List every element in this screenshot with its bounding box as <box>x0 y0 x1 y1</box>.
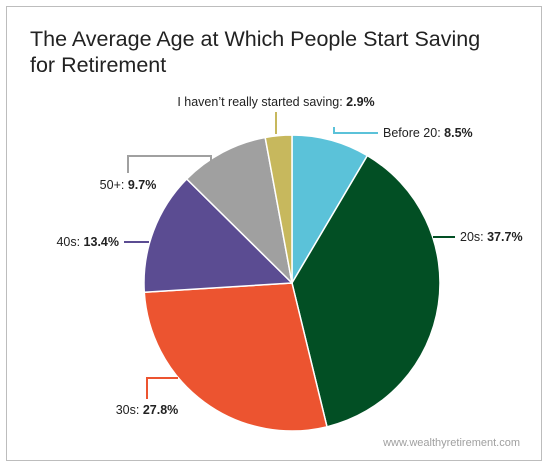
slice-label-name: 20s: <box>460 230 487 244</box>
slice-label-value: 13.4% <box>84 235 119 249</box>
leader-line-4 <box>127 155 212 173</box>
leader-line-0 <box>333 127 378 134</box>
pie-slice-5 <box>264 134 293 284</box>
slice-label-value: 8.5% <box>444 126 473 140</box>
slice-label-0: Before 20: 8.5% <box>383 126 473 140</box>
pie-slice-3 <box>143 178 293 294</box>
slice-label-name: 30s: <box>116 403 143 417</box>
slice-label-name: Before 20: <box>383 126 444 140</box>
slice-label-1: 20s: 37.7% <box>460 230 523 244</box>
chart-title: The Average Age at Which People Start Sa… <box>30 27 481 77</box>
slice-label-5: I haven’t really started saving: 2.9% <box>177 95 374 109</box>
pie-slice-4 <box>185 136 293 284</box>
slice-label-name: I haven’t really started saving: <box>177 95 346 109</box>
pie-slice-1 <box>291 154 441 428</box>
slice-label-value: 27.8% <box>143 403 178 417</box>
slice-label-value: 37.7% <box>487 230 522 244</box>
slice-label-3: 40s: 13.4% <box>56 235 119 249</box>
slice-label-value: 2.9% <box>346 95 375 109</box>
pie-slice-2 <box>143 282 328 432</box>
leader-line-2 <box>146 377 178 399</box>
slice-label-value: 9.7% <box>128 178 157 192</box>
slice-label-2: 30s: 27.8% <box>116 403 179 417</box>
source-credit: www.wealthyretirement.com <box>383 437 520 449</box>
slice-label-name: 40s: <box>56 235 83 249</box>
slice-label-4: 50+: 9.7% <box>100 178 157 192</box>
slice-label-name: 50+: <box>100 178 128 192</box>
